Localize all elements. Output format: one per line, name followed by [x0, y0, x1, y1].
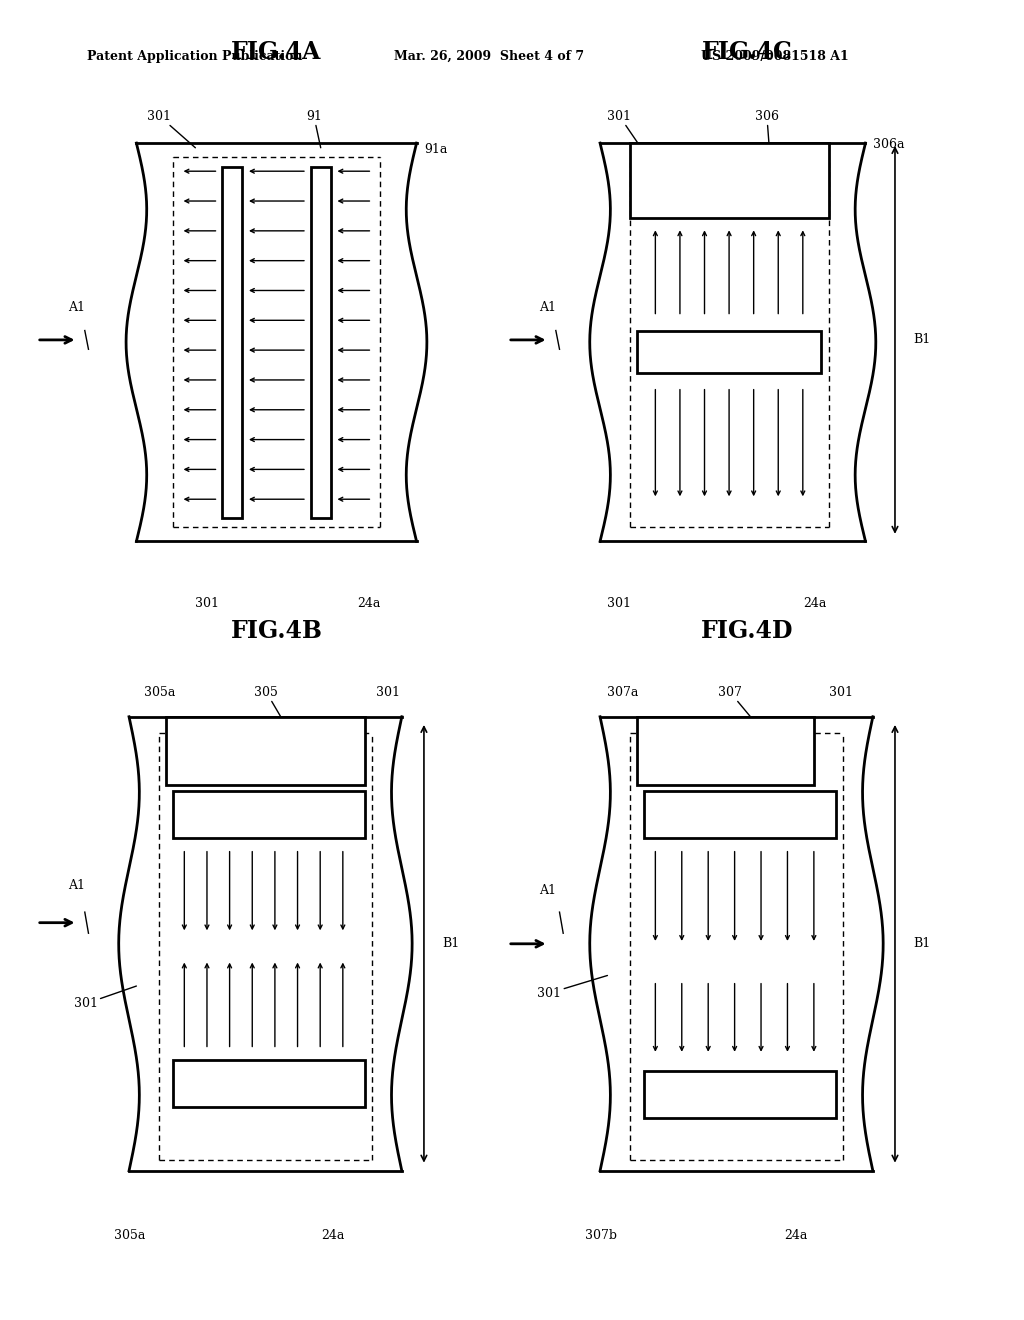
Text: 301: 301	[147, 110, 196, 148]
Text: FIG.4D: FIG.4D	[701, 619, 794, 643]
Text: 307a: 307a	[607, 685, 639, 698]
Text: 24a: 24a	[357, 597, 381, 610]
Text: 306: 306	[755, 110, 779, 153]
Text: 301: 301	[376, 685, 400, 698]
Bar	[222, 166, 243, 517]
Text: B1: B1	[913, 937, 931, 950]
Text: FIG.4B: FIG.4B	[230, 619, 323, 643]
Text: 24a: 24a	[321, 1229, 344, 1242]
Text: FIG.4C: FIG.4C	[702, 40, 793, 63]
Text: 305a: 305a	[115, 1229, 145, 1242]
Text: A1: A1	[68, 301, 85, 314]
Text: 306a: 306a	[872, 139, 904, 152]
Bar	[166, 717, 365, 785]
Text: 305a: 305a	[143, 685, 175, 698]
Text: 301: 301	[828, 685, 853, 698]
Text: FIG.4A: FIG.4A	[231, 40, 322, 63]
Text: 24a: 24a	[784, 1229, 808, 1242]
Text: Patent Application Publication: Patent Application Publication	[87, 50, 302, 63]
Bar	[644, 791, 836, 838]
Text: Mar. 26, 2009  Sheet 4 of 7: Mar. 26, 2009 Sheet 4 of 7	[394, 50, 585, 63]
Text: A1: A1	[539, 884, 556, 898]
Text: 24a: 24a	[803, 597, 826, 610]
Bar	[637, 717, 814, 785]
Text: B1: B1	[442, 937, 460, 950]
Text: 307: 307	[718, 685, 755, 722]
Text: A1: A1	[539, 301, 556, 314]
Bar	[310, 166, 331, 517]
Text: 301: 301	[607, 110, 644, 153]
Bar	[630, 143, 828, 218]
Text: 301: 301	[196, 597, 219, 610]
Text: 301: 301	[74, 986, 136, 1010]
Text: 301: 301	[538, 975, 607, 999]
Bar	[173, 791, 365, 838]
Text: US 2009/0081518 A1: US 2009/0081518 A1	[701, 50, 849, 63]
Text: 305: 305	[254, 685, 284, 722]
Bar	[173, 1060, 365, 1107]
Text: A1: A1	[68, 879, 85, 892]
Text: B1: B1	[913, 334, 931, 346]
Text: 301: 301	[607, 597, 632, 610]
Bar	[637, 330, 821, 372]
Text: 91a: 91a	[424, 143, 447, 156]
Text: 307b: 307b	[586, 1229, 617, 1242]
Text: 91: 91	[306, 110, 322, 148]
Bar	[644, 1071, 836, 1118]
